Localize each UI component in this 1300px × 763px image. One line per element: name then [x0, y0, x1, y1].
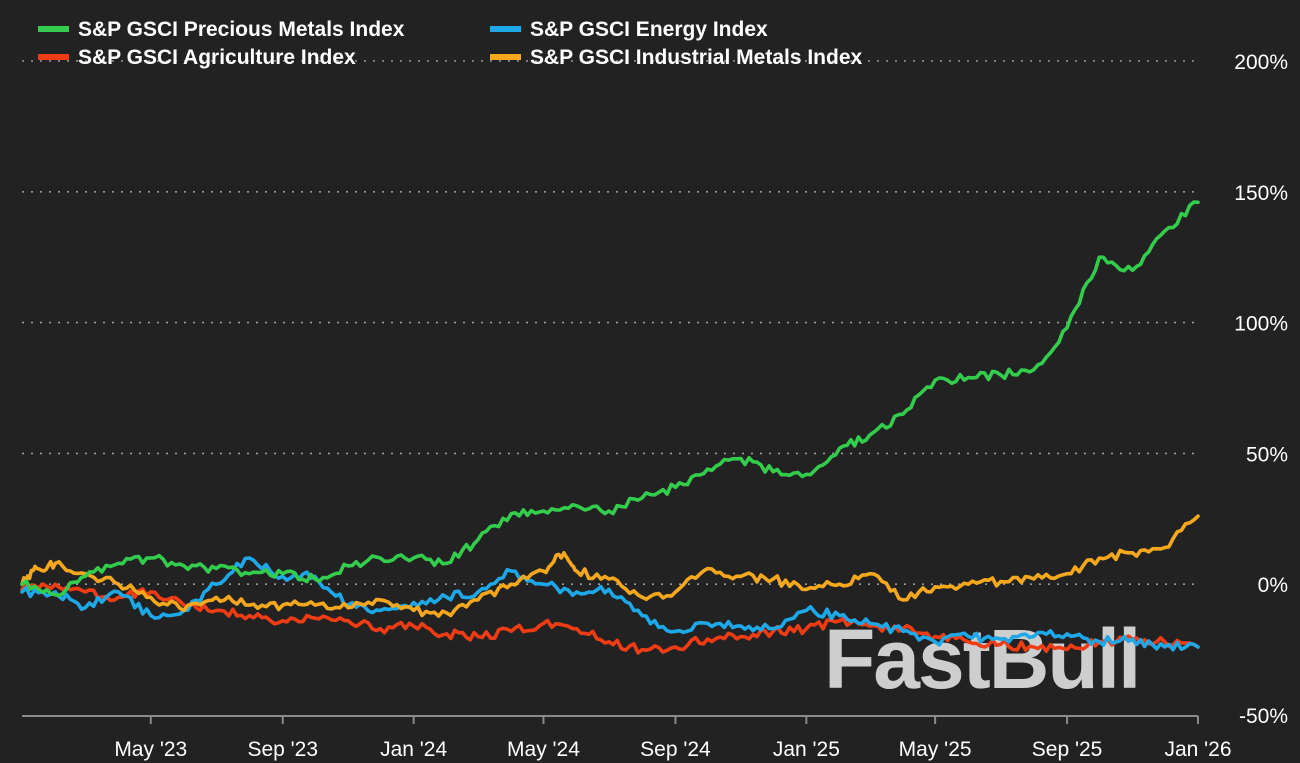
series-line-1: [20, 556, 1200, 652]
x-tick-label: Jan '26: [1164, 738, 1231, 761]
x-tick-label: Sep '23: [247, 738, 318, 761]
series-line-2: [20, 582, 1200, 655]
x-tick-label: Sep '24: [640, 738, 711, 761]
x-axis: May '23 Sep '23 Jan '24 May '24 Sep '24 Jan '…: [22, 715, 1232, 761]
x-tick-label: Sep '25: [1032, 738, 1103, 761]
x-tick-label: Jan '25: [773, 738, 840, 761]
x-tick-label: May '23: [114, 738, 187, 761]
series-line-3: [20, 514, 1200, 618]
y-tick-label: 150%: [1234, 182, 1288, 205]
y-tick-label: 0%: [1258, 574, 1288, 597]
legend-label: S&P GSCI Industrial Metals Index: [530, 46, 863, 69]
y-tick-label: 50%: [1246, 443, 1288, 466]
legend-label: S&P GSCI Agriculture Index: [78, 46, 356, 69]
legend-label: S&P GSCI Energy Index: [530, 18, 768, 41]
gridlines: [22, 60, 1200, 586]
series-layer: [20, 200, 1200, 655]
x-tick-label: Jan '24: [380, 738, 447, 761]
y-tick-label: -50%: [1239, 705, 1288, 728]
series-line-0: [20, 200, 1200, 598]
x-tick-label: May '24: [507, 738, 580, 761]
y-tick-label: 200%: [1234, 51, 1288, 74]
y-axis: 200% 150% 100% 50% 0% -50%: [1234, 51, 1288, 728]
legend-label: S&P GSCI Precious Metals Index: [78, 18, 405, 41]
legend: S&P GSCI Precious Metals Index S&P GSCI A…: [38, 18, 863, 69]
x-tick-label: May '25: [899, 738, 972, 761]
y-tick-label: 100%: [1234, 313, 1288, 336]
